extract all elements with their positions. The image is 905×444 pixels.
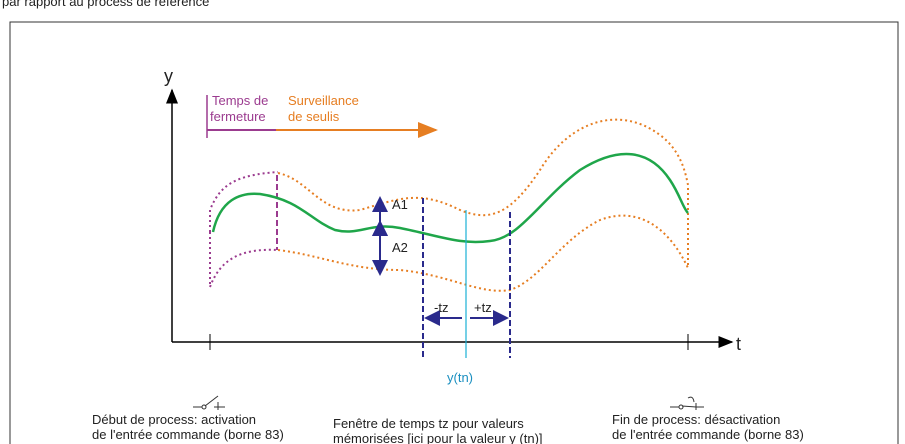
y-label: y [164,66,173,86]
a2-label: A2 [392,240,408,255]
caption: Fin de process: désactivation [612,412,780,427]
caption: de l'entrée commande (borne 83) [92,427,284,442]
tn-label: y(tn) [447,370,473,385]
upper-band [209,171,279,232]
closing-label: Temps de [212,93,268,108]
switch-icon [670,396,704,410]
t-label: t [736,334,741,354]
switch-icon [193,395,225,410]
caption: de l'entrée commande (borne 83) [612,427,804,442]
lower-band [277,214,689,292]
monitor-label: de seulis [288,109,340,124]
lower-band [209,232,279,288]
a1-label: A1 [392,197,408,212]
closing-label: fermeture [210,109,266,124]
minus-tz-label: -tz [434,300,448,315]
upper-band [277,118,689,268]
monitor-label: Surveillance [288,93,359,108]
plus-tz-label: +tz [474,300,492,315]
caption: Début de process: activation [92,412,256,427]
signal [211,152,689,244]
caption: Fenêtre de temps tz pour valeurs [333,416,524,431]
caption: mémorisées [ici pour la valeur y (tn)] [333,431,543,444]
header-text: par rapport au process de référence [2,0,209,9]
frame [9,21,899,444]
